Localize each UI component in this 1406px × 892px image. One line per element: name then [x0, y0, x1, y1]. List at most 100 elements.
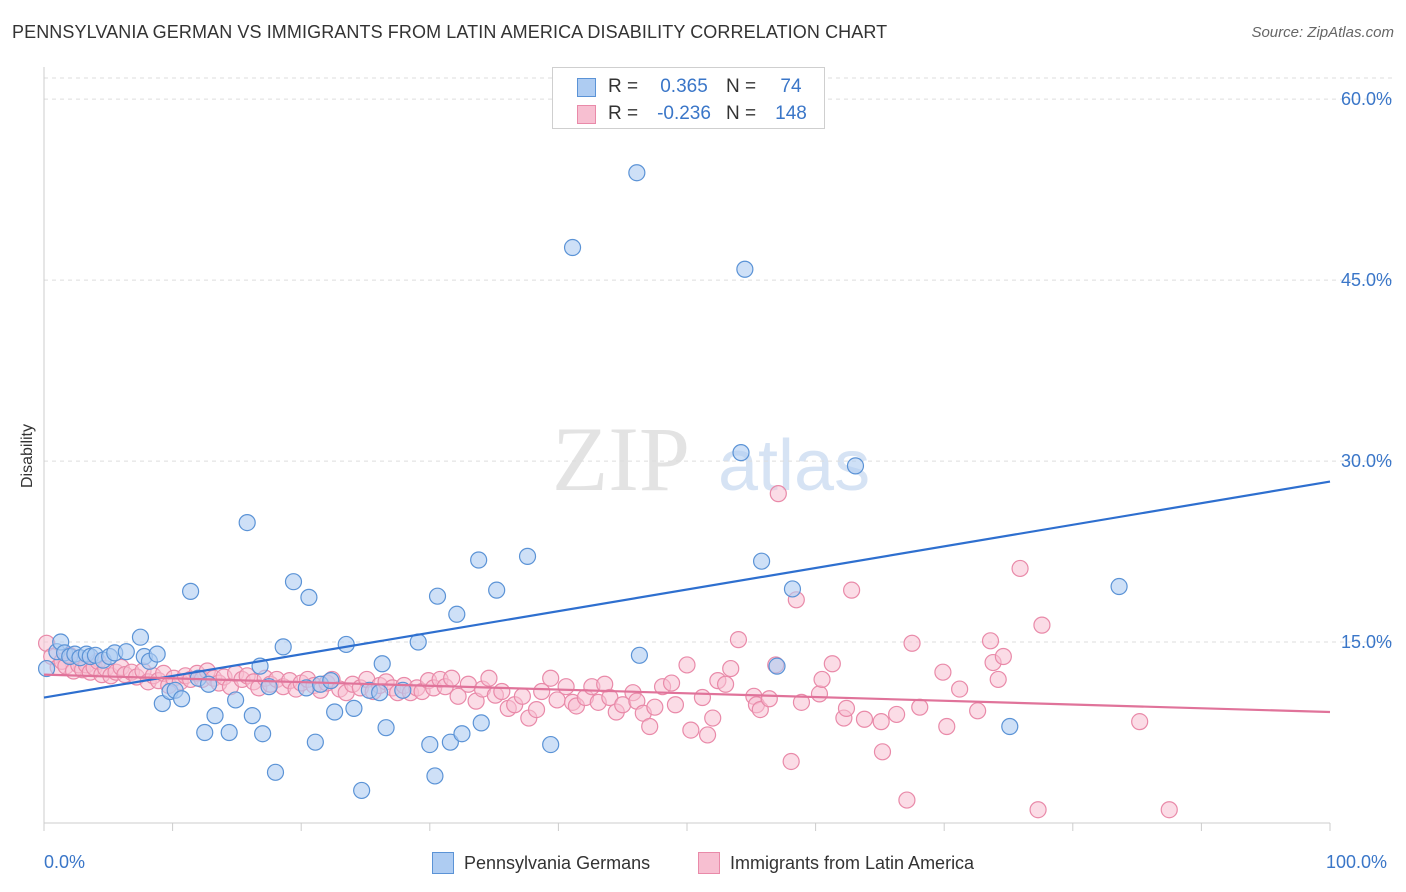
blue-data-point — [768, 657, 786, 675]
pink-data-point — [729, 631, 748, 649]
blue-data-point — [441, 733, 459, 751]
pink-data-point — [898, 791, 916, 809]
y-tick-label: 30.0% — [1341, 451, 1392, 471]
blue-data-point — [337, 635, 355, 654]
blue-data-point — [117, 643, 135, 661]
pink-data-point — [693, 688, 712, 707]
blue-swatch — [432, 852, 454, 874]
blue-data-point — [472, 714, 490, 732]
blue-data-point — [488, 581, 506, 599]
watermark-zip: ZIP — [552, 408, 690, 510]
legend-label: Pennsylvania Germans — [464, 852, 651, 873]
blue-data-point — [238, 513, 256, 532]
legend-row-blue: R = 0.365 N = 74 — [577, 74, 814, 100]
pink-data-point — [646, 698, 664, 716]
y-tick-label: 15.0% — [1341, 632, 1392, 652]
pink-data-point — [641, 717, 659, 736]
blue-data-point — [783, 580, 802, 598]
y-tick-label: 45.0% — [1341, 270, 1392, 290]
pink-data-point — [662, 674, 681, 692]
blue-data-point — [260, 678, 278, 696]
legend-row-pink: R = -0.236 N = 148 — [577, 101, 814, 127]
pink-data-point — [480, 669, 498, 687]
pink-data-point — [810, 685, 829, 703]
blue-data-point — [220, 723, 238, 742]
blue-data-point — [628, 164, 646, 182]
legend-item-immigrants-latin-america: Immigrants from Latin America — [698, 852, 974, 874]
pink-data-point — [938, 717, 956, 736]
n-label: N = — [726, 103, 757, 124]
source-label: Source: ZipAtlas.com — [1251, 24, 1394, 41]
pink-data-point — [698, 726, 717, 744]
pink-data-point — [493, 682, 511, 701]
blue-data-point — [846, 457, 865, 475]
pink-data-point — [792, 693, 811, 711]
blue-data-point — [227, 691, 245, 709]
pink-data-point — [716, 675, 735, 693]
blue-data-point — [326, 703, 344, 721]
blue-data-point — [1001, 717, 1019, 736]
blue-data-point — [322, 672, 340, 690]
pink-swatch — [698, 852, 720, 874]
pink-data-point — [903, 634, 921, 652]
blue-data-point — [182, 582, 200, 600]
blue-data-point — [345, 699, 363, 717]
blue-data-point — [377, 719, 395, 737]
pink-data-point — [872, 713, 890, 731]
blue-data-point — [131, 628, 150, 646]
pink-data-point — [443, 669, 461, 687]
blue-data-point — [428, 587, 447, 605]
blue-data-point — [266, 763, 285, 781]
pink-data-point — [760, 690, 778, 708]
pink-data-point — [722, 659, 740, 678]
blue-data-point — [518, 547, 537, 565]
pink-data-point — [1131, 713, 1149, 731]
n-label: N = — [726, 76, 757, 97]
blue-data-point — [274, 638, 292, 656]
pink-data-point — [601, 688, 619, 707]
pink-data-point — [513, 687, 531, 705]
pink-data-point — [888, 705, 906, 724]
pink-data-point — [1033, 616, 1051, 634]
blue-data-point — [37, 659, 56, 678]
x-tick-label-min: 0.0% — [44, 852, 86, 872]
blue-data-point — [153, 694, 171, 713]
blue-trend-line — [43, 480, 1331, 699]
legend-item-pennsylvania-germans: Pennsylvania Germans — [432, 852, 650, 874]
r-label: R = — [608, 76, 639, 97]
blue-swatch — [577, 77, 596, 97]
pink-data-point — [666, 696, 685, 714]
pink-data-point — [527, 700, 546, 719]
blue-data-point — [394, 681, 412, 699]
n-value: 148 — [775, 103, 807, 124]
y-tick-label: 60.0% — [1341, 89, 1392, 109]
blue-data-point — [284, 573, 303, 591]
blue-data-point — [206, 707, 224, 725]
pink-data-point — [823, 655, 841, 673]
pink-data-point — [911, 698, 929, 716]
pink-data-point — [449, 687, 467, 705]
blue-data-point — [732, 444, 750, 462]
blue-data-point — [254, 725, 272, 743]
r-label: R = — [608, 103, 639, 124]
blue-data-point — [630, 646, 649, 664]
correlation-legend: R = 0.365 N = 74 R = -0.236 N = 148 — [552, 67, 825, 129]
pink-data-point — [769, 485, 787, 503]
pink-data-point — [533, 682, 551, 701]
pink-data-point — [969, 702, 987, 720]
chart-title: PENNSYLVANIA GERMAN VS IMMIGRANTS FROM L… — [12, 22, 888, 42]
r-value: -0.236 — [657, 103, 711, 124]
blue-data-point — [243, 707, 261, 725]
pink-swatch — [577, 104, 596, 124]
blue-data-point — [371, 684, 389, 702]
pink-data-point — [855, 710, 874, 728]
pink-data-point — [1011, 559, 1029, 578]
pink-data-point — [994, 647, 1012, 666]
pink-data-point — [873, 743, 892, 761]
pink-data-point — [1029, 801, 1047, 819]
blue-data-point — [470, 551, 488, 569]
r-value: 0.365 — [660, 76, 708, 97]
watermark-atlas: atlas — [718, 426, 870, 506]
blue-data-point — [353, 781, 371, 800]
